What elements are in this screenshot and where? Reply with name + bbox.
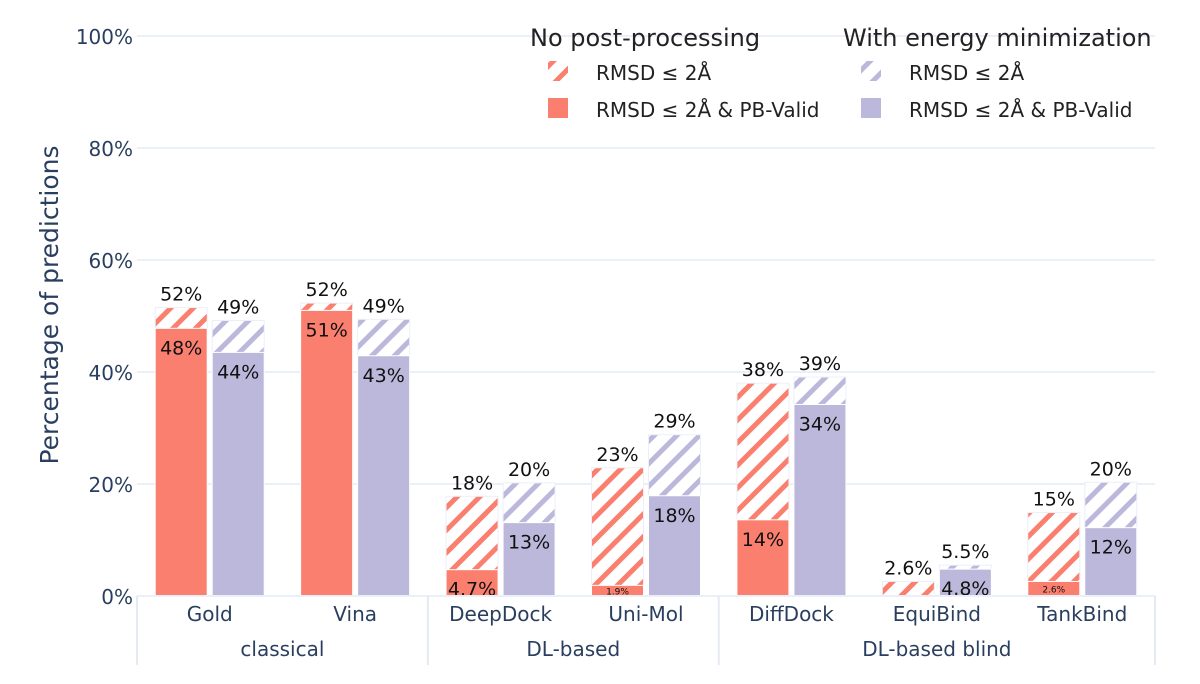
bar-rmsd-equibind-no-post <box>881 580 935 597</box>
y-axis-label: Percentage of predictions <box>35 145 64 464</box>
bars <box>154 302 1138 597</box>
bar-pb-valid-deepdock-energy-min <box>502 522 556 597</box>
bar-pb-valid-gold-energy-min <box>211 351 265 597</box>
x-tick-label-diffdock: DiffDock <box>749 602 834 626</box>
label-rmsd-deepdock-no-post: 18% <box>451 472 493 494</box>
x-tick-label-uni-mol: Uni-Mol <box>608 602 683 626</box>
legend-label-no-post-pb: RMSD ≤ 2Å & PB-Valid <box>596 98 819 122</box>
label-rmsd-uni-mol-no-post: 23% <box>596 444 638 466</box>
label-pb-valid-gold-no-post: 48% <box>160 337 202 359</box>
label-rmsd-tankbind-no-post: 15% <box>1033 489 1075 511</box>
label-pb-valid-tankbind-energy-min: 12% <box>1090 537 1132 559</box>
bar-pb-valid-vina-energy-min <box>357 355 411 597</box>
y-tick-label-0: 0% <box>101 585 133 609</box>
x-tick-label-deepdock: DeepDock <box>449 602 552 626</box>
y-axis-ticks: 0% 20% 40% 60% 80% 100% <box>76 25 133 609</box>
label-rmsd-vina-no-post: 52% <box>306 279 348 301</box>
data-labels: 52% 48% 49% 44% 52% 51% 49% 43% 18% 4.7% 20% 13% 23%… <box>160 279 1132 601</box>
label-pb-valid-diffdock-no-post: 14% <box>742 529 784 551</box>
x-tick-label-vina: Vina <box>333 602 377 626</box>
y-tick-label-40: 40% <box>89 361 133 385</box>
label-rmsd-equibind-energy-min: 5.5% <box>941 541 989 563</box>
label-pb-valid-vina-energy-min: 43% <box>363 365 405 387</box>
legend-label-energy-rmsd: RMSD ≤ 2Å <box>909 61 1024 85</box>
bar-pb-valid-uni-mol-energy-min <box>648 495 701 597</box>
legend-label-energy-pb: RMSD ≤ 2Å & PB-Valid <box>909 98 1132 122</box>
bar-pb-valid-deepdock-no-post <box>445 569 499 597</box>
x-tick-label-tankbind: TankBind <box>1036 602 1127 626</box>
label-rmsd-diffdock-energy-min: 39% <box>799 353 841 375</box>
legend-swatch-energy-rmsd <box>861 61 881 81</box>
group-label-dl-based-blind: DL-based blind <box>862 637 1011 661</box>
legend-title-no-post: No post-processing <box>530 24 760 52</box>
legend-swatch-energy-pb <box>861 98 881 118</box>
y-tick-label-100: 100% <box>76 25 133 49</box>
group-label-dl-based: DL-based <box>526 637 620 661</box>
label-rmsd-uni-mol-energy-min: 29% <box>653 411 695 433</box>
label-pb-valid-diffdock-energy-min: 34% <box>799 413 841 435</box>
label-pb-valid-uni-mol-no-post: 1.9% <box>606 588 629 598</box>
y-tick-label-20: 20% <box>89 473 133 497</box>
label-pb-valid-vina-no-post: 51% <box>306 319 348 341</box>
label-pb-valid-equibind-energy-min: 4.8% <box>941 578 989 600</box>
group-label-classical: classical <box>240 637 324 661</box>
label-pb-valid-tankbind-no-post: 2.6% <box>1042 586 1065 596</box>
bar-pb-valid-gold-no-post <box>154 327 208 597</box>
x-tick-label-equibind: EquiBind <box>893 602 981 626</box>
legend: No post-processing With energy minimizat… <box>530 24 1152 122</box>
label-rmsd-diffdock-no-post: 38% <box>742 359 784 381</box>
y-tick-label-80: 80% <box>89 137 133 161</box>
y-tick-label-60: 60% <box>89 249 133 273</box>
label-rmsd-vina-energy-min: 49% <box>363 295 405 317</box>
bar-rmsd-uni-mol-no-post <box>591 467 644 597</box>
x-axis: Gold Vina DeepDock Uni-Mol DiffDock EquiBind T… <box>136 595 1156 665</box>
legend-swatch-no-post-pb <box>548 98 568 118</box>
label-rmsd-gold-no-post: 52% <box>160 284 202 306</box>
legend-swatch-no-post-rmsd <box>548 61 568 81</box>
x-tick-label-gold: Gold <box>187 602 233 626</box>
bar-pb-valid-vina-no-post <box>300 309 354 597</box>
label-pb-valid-gold-energy-min: 44% <box>217 361 259 383</box>
label-pb-valid-uni-mol-energy-min: 18% <box>653 505 695 527</box>
bar-pb-valid-diffdock-no-post <box>736 519 790 597</box>
label-rmsd-deepdock-energy-min: 20% <box>508 459 550 481</box>
label-rmsd-equibind-no-post: 2.6% <box>884 557 932 579</box>
label-rmsd-tankbind-energy-min: 20% <box>1090 458 1132 480</box>
bar-pb-valid-tankbind-energy-min <box>1084 527 1138 597</box>
label-rmsd-gold-energy-min: 49% <box>217 296 259 318</box>
label-pb-valid-deepdock-no-post: 4.7% <box>448 579 496 601</box>
label-pb-valid-deepdock-energy-min: 13% <box>508 532 550 554</box>
legend-label-no-post-rmsd: RMSD ≤ 2Å <box>596 61 711 85</box>
legend-title-energy-min: With energy minimization <box>843 24 1152 52</box>
